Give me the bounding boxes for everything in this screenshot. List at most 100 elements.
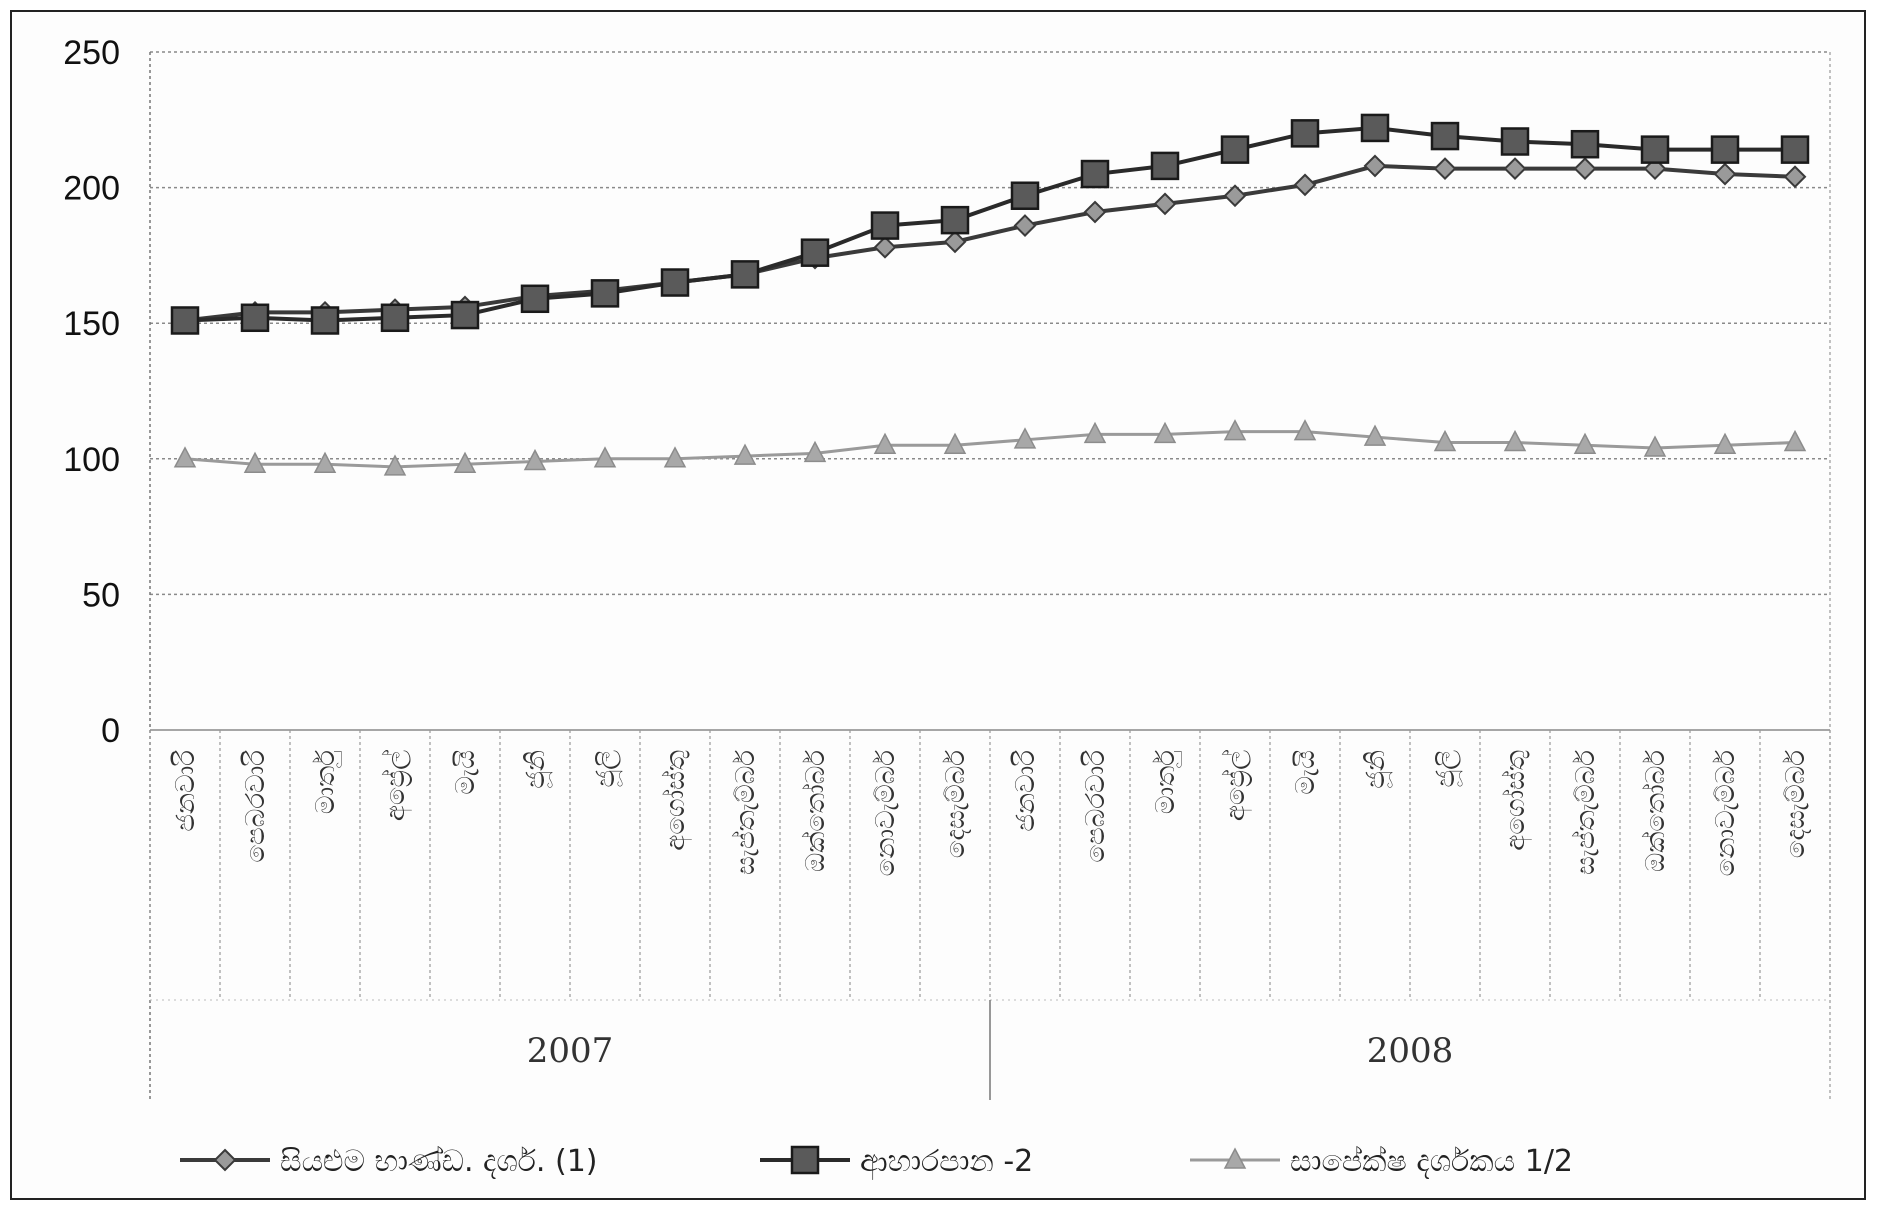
series-3-point [1433, 429, 1457, 452]
x-tick-label: මාර්තු [1151, 750, 1181, 814]
series-3-point [733, 443, 757, 465]
x-tick-label: නොවැම්බර් [871, 750, 901, 877]
x-tick-label: ඔක්තෝබර් [801, 750, 831, 872]
series-2-point [660, 268, 690, 297]
x-tick-label: ජනවාරි [171, 750, 201, 832]
series-3-point [943, 432, 967, 454]
series-2-point [1220, 135, 1250, 164]
y-tick-label-0: 0 [101, 712, 120, 750]
series-3-point [383, 454, 407, 476]
series-3-point [1153, 421, 1177, 444]
series-3-point [453, 451, 477, 473]
series-2-point [1640, 135, 1670, 164]
series-1-point [1433, 157, 1457, 181]
series-layer [170, 113, 1810, 476]
chart-frame [10, 10, 1866, 1200]
series-2-point [800, 238, 830, 267]
series-3-point [1223, 419, 1247, 441]
legend-label-1: සියළුම භාණ්ඩ. දර්ශ. (1) [280, 1144, 598, 1179]
series-3-point [1293, 419, 1317, 441]
series-3-point [1713, 432, 1737, 454]
series-3-point [873, 432, 897, 454]
x-tick-label: දෙසැම්බර් [1781, 750, 1811, 858]
y-tick-label-200: 200 [63, 170, 120, 208]
x-tick-label: පෙබරවාරි [1081, 750, 1111, 863]
series-2-point [450, 300, 480, 330]
series-3-point [1573, 432, 1597, 454]
x-tick-label: සැප්තැම්බර් [731, 750, 761, 875]
series-1-point [873, 235, 897, 259]
x-tick-label: ජනවාරි [1011, 750, 1041, 832]
series-1-point [1153, 192, 1177, 216]
x-tick-label: අප්‍රේල් [381, 750, 413, 821]
series-1-point [943, 230, 967, 254]
series-2-point [1290, 119, 1320, 148]
series-3-point [803, 440, 827, 463]
series-1-point [1573, 157, 1597, 181]
series-3-point [243, 451, 267, 473]
series-1-point [1783, 165, 1807, 189]
series-3-point [1013, 427, 1037, 449]
legend-marker-2 [790, 1145, 820, 1175]
series-3-point [1083, 421, 1107, 444]
series-1-point [1363, 154, 1387, 178]
series-3-point [313, 451, 337, 473]
x-tick-label: සැප්තැම්බර් [1571, 750, 1601, 875]
year-label-2008: 2008 [1367, 1031, 1454, 1071]
legend-label-3: සාපේක්ෂ දර්ශකය 1/2 [1290, 1144, 1573, 1179]
x-tick-label: නොවැම්බර් [1711, 750, 1741, 877]
y-tick-label-250: 250 [63, 34, 120, 72]
series-3-point [663, 446, 687, 468]
series-3-point [1503, 429, 1527, 452]
series-3-point [523, 448, 547, 471]
series-2-point [1150, 151, 1180, 181]
series-2-point [310, 306, 340, 335]
series-line-1 [184, 163, 1796, 323]
legend: සියළුම භාණ්ඩ. දර්ශ. (1) ආහාරපාන -2 සාපේක්ෂ… [180, 1144, 1573, 1181]
axes: 0 50 100 150 200 250 ජනවාරි පෙබරවාරි මාර්තු අප්‍ර… [63, 34, 1831, 1100]
y-tick-label-100: 100 [63, 441, 120, 479]
x-tick-label: ජූනි [1361, 750, 1393, 789]
legend-marker-3 [1223, 1147, 1247, 1169]
series-2-point [590, 279, 620, 308]
series-3-point [1363, 424, 1387, 446]
series-1-point [1013, 214, 1037, 237]
x-tick-label: මැයි [451, 750, 481, 795]
series-2-point [1080, 159, 1110, 189]
series-2-point [1500, 127, 1530, 156]
series-2-point [520, 284, 550, 314]
series-2-point [1710, 135, 1740, 164]
legend-label-2: ආහාරපාන -2 [860, 1144, 1033, 1181]
x-tick-label: අගෝස්තු [1501, 750, 1532, 851]
series-3-point [173, 446, 197, 468]
series-2-point [1430, 121, 1460, 151]
x-tick-label: දෙසැම්බර් [941, 750, 971, 858]
series-1-point [1713, 162, 1737, 186]
series-2-point [1010, 181, 1040, 210]
series-line-3 [184, 430, 1796, 469]
series-2-point [940, 205, 970, 235]
series-3-point [1643, 435, 1667, 457]
x-tick-label: අගෝස්තු [661, 750, 692, 851]
x-tick-label: අප්‍රේල් [1221, 750, 1253, 821]
x-tick-label: ජූනි [521, 750, 553, 789]
series-3-point [593, 446, 617, 468]
series-1-point [1503, 157, 1527, 181]
series-1-point [1293, 173, 1317, 197]
series-3-point [1783, 429, 1807, 452]
series-line-2 [184, 125, 1795, 323]
x-tick-label: පෙබරවාරි [241, 750, 271, 863]
series-2-point [170, 306, 200, 335]
y-tick-label-50: 50 [82, 576, 120, 614]
x-tick-label: ජූලි [1431, 750, 1463, 788]
year-label-2007: 2007 [527, 1031, 614, 1071]
x-tick-label: මැයි [1291, 750, 1321, 795]
y-tick-label-150: 150 [63, 305, 120, 343]
series-2-point [1570, 129, 1600, 159]
series-2-point [1780, 135, 1810, 164]
x-tick-label: ජූලි [591, 750, 623, 788]
series-2-point [1360, 113, 1390, 143]
series-2-point [870, 211, 900, 240]
x-tick-label: ඔක්තෝබර් [1641, 750, 1671, 872]
